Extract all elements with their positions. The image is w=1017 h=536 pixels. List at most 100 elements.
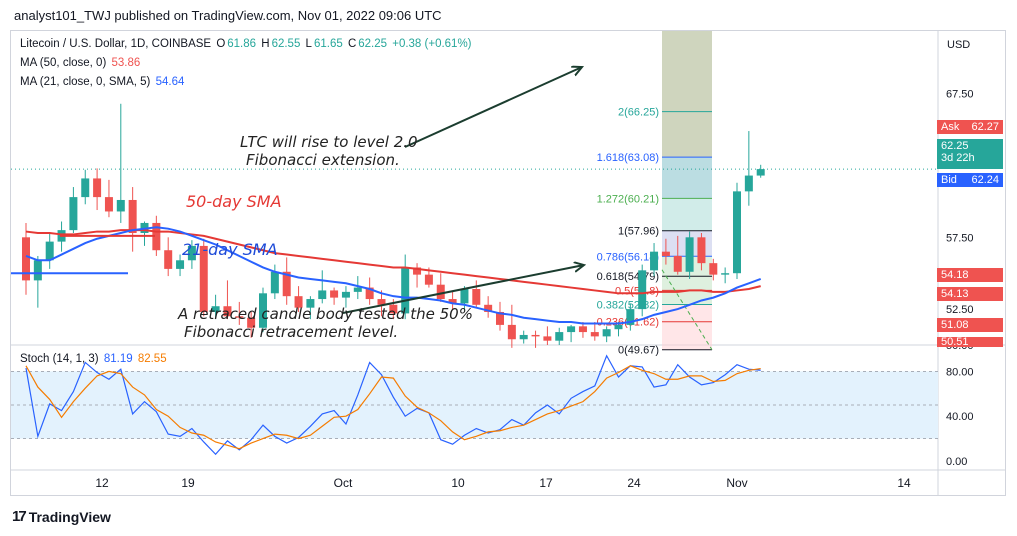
last-price-value: 62.25	[941, 140, 969, 152]
candle-body	[211, 306, 220, 312]
fib-level-label: 1.618(63.08)	[597, 152, 659, 164]
candle-body	[187, 245, 196, 261]
candle-body	[128, 199, 137, 233]
ma21-label: MA (21, close, 0, SMA, 5)	[20, 76, 151, 88]
stoch-tick-label: 40.00	[946, 411, 974, 423]
candle-body	[567, 326, 576, 333]
candle-body	[294, 296, 303, 308]
candle-body	[507, 324, 516, 340]
price-tick-label: 67.50	[946, 89, 974, 101]
candle-body	[650, 251, 659, 271]
candle-body	[472, 289, 481, 305]
open-value: 61.86	[227, 38, 257, 50]
time-tick-label: 12	[95, 476, 109, 490]
ma21-line	[25, 226, 762, 325]
candle-body	[733, 191, 741, 274]
candle-body	[235, 316, 244, 318]
candle-body	[389, 304, 398, 314]
symbol-legend: Litecoin / U.S. Dollar, 1D, COINBASE O 61…	[20, 38, 474, 50]
candle-body	[306, 299, 315, 308]
fib-level-label: 1.272(60.21)	[597, 193, 659, 205]
fib-zone-low	[662, 304, 712, 350]
candle-body	[199, 245, 208, 312]
ma50-line	[25, 229, 761, 295]
rise-arrow	[404, 67, 582, 148]
candle-body	[460, 289, 469, 304]
fib-level-label: 0(49.67)	[618, 345, 659, 357]
bid-value: 62.24	[971, 174, 999, 186]
candle-body	[543, 336, 552, 341]
symbol-title: Litecoin / U.S. Dollar, 1D, COINBASE	[20, 38, 212, 50]
ma50-legend[interactable]: MA (50, close, 0) 53.86	[20, 57, 142, 69]
ma21-value: 54.64	[155, 76, 185, 88]
ask-tag: Ask 62.27	[937, 120, 1003, 134]
candle-body	[45, 241, 54, 261]
candle-body	[152, 222, 161, 251]
candle-body	[685, 237, 694, 272]
last-price-tag: 62.25 3d 22h	[937, 139, 1003, 169]
ma50-label: MA (50, close, 0)	[20, 57, 107, 69]
candle-body	[709, 263, 718, 275]
time-tick-label: 24	[627, 476, 641, 490]
stoch-k-value: 81.19	[103, 353, 133, 365]
stoch-label: Stoch (14, 1, 3)	[20, 353, 99, 365]
candle-body	[590, 332, 599, 337]
time-tick-label: 14	[897, 476, 911, 490]
candle-body	[519, 334, 528, 340]
red-price-tag-1: 51.08	[937, 318, 1003, 332]
candle-body	[555, 332, 564, 341]
candle-body	[602, 329, 611, 337]
retrace-line-1: A retraced candle body tested the 50%	[178, 305, 473, 323]
bid-tag: Bid 62.24	[937, 173, 1003, 187]
candle-body	[282, 271, 291, 297]
candle-body	[377, 299, 386, 305]
candle-body	[436, 284, 445, 300]
high-value: 62.55	[271, 38, 301, 50]
rise-line-2: Fibonacci extension.	[246, 151, 400, 169]
fib-zone-1618	[662, 157, 712, 199]
candle-body	[223, 306, 232, 317]
bid-label: Bid	[941, 174, 957, 186]
ma21-price-tag: 54.18	[937, 268, 1003, 282]
ma50-value: 53.86	[111, 57, 141, 69]
candle-body	[33, 260, 42, 281]
price-tick-label: 52.50	[946, 304, 974, 316]
publisher-header: analyst101_TWJ published on TradingView.…	[14, 8, 442, 23]
candle-body	[330, 290, 339, 298]
candle-body	[353, 287, 362, 292]
stoch-d-line	[25, 365, 761, 450]
ask-label: Ask	[941, 121, 960, 133]
candle-body	[247, 317, 256, 328]
candle-body	[318, 290, 327, 300]
bar-countdown: 3d 22h	[941, 152, 975, 164]
tradingview-logo[interactable]: 17 TradingView	[12, 508, 111, 525]
candle-body	[413, 267, 422, 275]
rise-line-1: LTC will rise to level 2.0	[240, 133, 418, 151]
candle-body	[626, 309, 635, 325]
fib-level-label: 2(66.25)	[618, 107, 659, 119]
candle-body	[270, 271, 279, 294]
retrace-arrow	[342, 265, 584, 314]
candle-body	[448, 299, 457, 304]
candle-body	[341, 291, 350, 298]
fib-level-label: 1(57.96)	[618, 226, 659, 238]
candle-body	[164, 250, 173, 269]
candle-body	[484, 304, 493, 312]
chart-frame	[10, 30, 1006, 496]
sma21-annotation: 21-day SMA	[182, 240, 278, 259]
red-price-tag-2: 50.51	[937, 337, 1003, 347]
candle-body	[69, 197, 78, 231]
fib-zone-top	[662, 31, 712, 158]
ma21-legend[interactable]: MA (21, close, 0, SMA, 5) 54.64	[20, 76, 186, 88]
candle-body	[93, 178, 102, 198]
candle-body	[721, 273, 730, 275]
fib-level-label: 0.5(53.8)	[615, 285, 659, 297]
candle-body	[116, 199, 125, 212]
retrace-annotation: A retraced candle body tested the 50% Fi…	[178, 305, 473, 341]
candle-body	[744, 175, 753, 192]
stoch-legend[interactable]: Stoch (14, 1, 3) 81.19 82.55	[20, 353, 169, 365]
candle-body	[697, 237, 706, 264]
stoch-tick-label: 80.00	[946, 366, 974, 378]
stoch-d-value: 82.55	[137, 353, 167, 365]
